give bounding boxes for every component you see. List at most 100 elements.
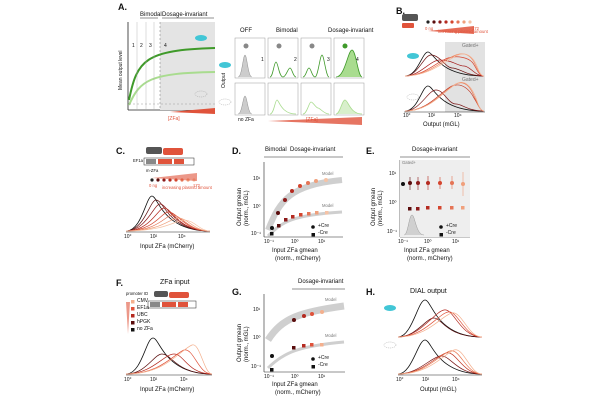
f-promoter-cmv: CMV [137,298,149,304]
c-amt-lo: 0 ng [149,183,158,188]
d-xtick-m1: 10⁻¹ [264,239,274,245]
h-tick-0: 10° [396,377,404,383]
d-ytick-0: 10⁰ [253,204,261,210]
b-tick-4: 10⁴ [454,113,462,119]
panel-h-label: H. [366,287,375,297]
g-model2-label: Model [325,333,337,338]
h-title: DIAL output [410,288,447,295]
a-cell-4: 4 [356,57,359,63]
d-x-axis-label1: Input ZFa gmean [272,248,318,254]
g-x-axis-label1: Input ZFa gmean [272,382,318,388]
b-amt-hi: 172 [472,26,479,31]
a-bimodal2-label: Bimodal [276,28,298,34]
a-bimodal-label: Bimodal [140,12,162,18]
d-dosage-invariant-label: Dosage-invariant [290,147,336,153]
g-ytick-1: 10¹ [253,307,261,313]
b-x-axis-label: Output (mGL) [423,122,460,128]
g-dosage-invariant-label: Dosage-invariant [298,279,344,285]
g-xtick-1: 10¹ [318,374,326,380]
e-ytick-m1: 10⁻¹ [387,229,397,235]
d-x-axis-label2: (norm., mCherry) [275,256,321,262]
d-ytick-m1: 10⁻¹ [251,231,261,237]
d-legend-cre-minus: -Cre [318,230,328,236]
d-xtick-1: 10¹ [318,239,326,245]
f-title: ZFa input [160,279,190,286]
b-gated2-label: Gated+ [462,77,479,83]
panel-g-label: G. [232,287,242,297]
a-region-1: 1 [132,43,135,49]
a-zfa-label: [ZFa] [306,117,318,123]
g-xtick-0: 10⁰ [291,374,299,380]
e-dosage-invariant-label: Dosage-invariant [412,147,458,153]
a-dosage-invariant-label: Dosage-invariant [162,12,208,18]
c-x-axis-label: Input ZFa (mCherry) [140,244,195,250]
panel-e-label: E. [366,146,375,156]
c-ef1a-label: EF1a [133,158,144,163]
h-tick-2: 10² [422,377,430,383]
a-region-2: 2 [140,43,143,49]
f-tick-0: 10° [124,377,132,383]
f-tick-4: 10⁴ [180,377,188,383]
c-amt-hi: 172 [193,183,200,188]
h-x-axis-label: Output (mGL) [420,387,457,393]
d-model1-label: Model [322,171,334,176]
f-promoter-label: promoter ID [126,291,149,296]
f-promoter-ef1a: EF1a [137,305,149,311]
a-dosage-invariant2-label: Dosage-invariant [328,28,374,34]
panel-a-label: A. [118,2,127,12]
panel-b-label: B. [396,6,405,16]
c-tick-2: 10² [150,234,158,240]
g-model1-label: Model [325,297,337,302]
panel-f-label: F. [116,278,124,288]
e-legend-cre-minus: -Cre [446,230,456,236]
c-tick-4: 10⁴ [178,234,186,240]
g-ytick-0: 10⁰ [253,335,261,341]
f-promoter-hpgk: hPGK [137,319,151,325]
g-ytick-m1: 10⁻¹ [251,364,261,370]
a-no-zfa-label: no ZFa [238,117,254,123]
d-bimodal-label: Bimodal [265,147,287,153]
a-x-axis-label: [ZFa] [168,116,180,122]
e-x-axis-label2: (norm., mCherry) [407,256,453,262]
a-off-label: OFF [240,28,252,34]
b-amt-lo: 0 ng [425,26,434,31]
g-legend-cre-minus: -Cre [318,362,328,368]
b-gated1-label: Gated+ [462,43,479,49]
panel-c-label: C. [116,146,125,156]
a-region-3: 3 [149,43,152,49]
e-ytick-0: 10⁰ [389,200,397,206]
e-x-axis-label1: Input ZFa gmean [404,248,450,254]
d-model2-label: Model [322,203,334,208]
g-xtick-m1: 10⁻¹ [264,374,274,380]
e-xtick-1: 10¹ [452,239,460,245]
d-ytick-1: 10¹ [253,176,261,182]
c-plasmid-label: increasing plasmid amount [162,185,212,190]
g-x-axis-label2: (norm., mCherry) [275,390,321,396]
d-xtick-0: 10⁰ [291,239,299,245]
b-tick-0: 10° [403,113,411,119]
e-gated-label: Gated+ [402,160,416,165]
e-xtick-0: 10⁰ [424,239,432,245]
c-tick-0: 10° [124,234,132,240]
b-plasmid-label: increasing plasmid amount [438,29,488,34]
b-tick-2: 10² [428,113,436,119]
f-promoter-ubc: UBC [137,312,148,318]
f-tick-2: 10² [150,377,158,383]
e-legend-cre-plus: +Cre [446,223,457,229]
f-promoter-none: no ZFa [137,326,153,332]
a-cell-2: 2 [294,57,297,63]
e-xtick-m1: 10⁻¹ [398,239,408,245]
a-cell-1: 1 [261,57,264,63]
c-zfa-label: m-ZFa [146,168,159,173]
panel-d-label: D. [232,146,241,156]
d-legend-cre-plus: +Cre [318,223,329,229]
f-x-axis-label: Input ZFa (mCherry) [140,387,195,393]
